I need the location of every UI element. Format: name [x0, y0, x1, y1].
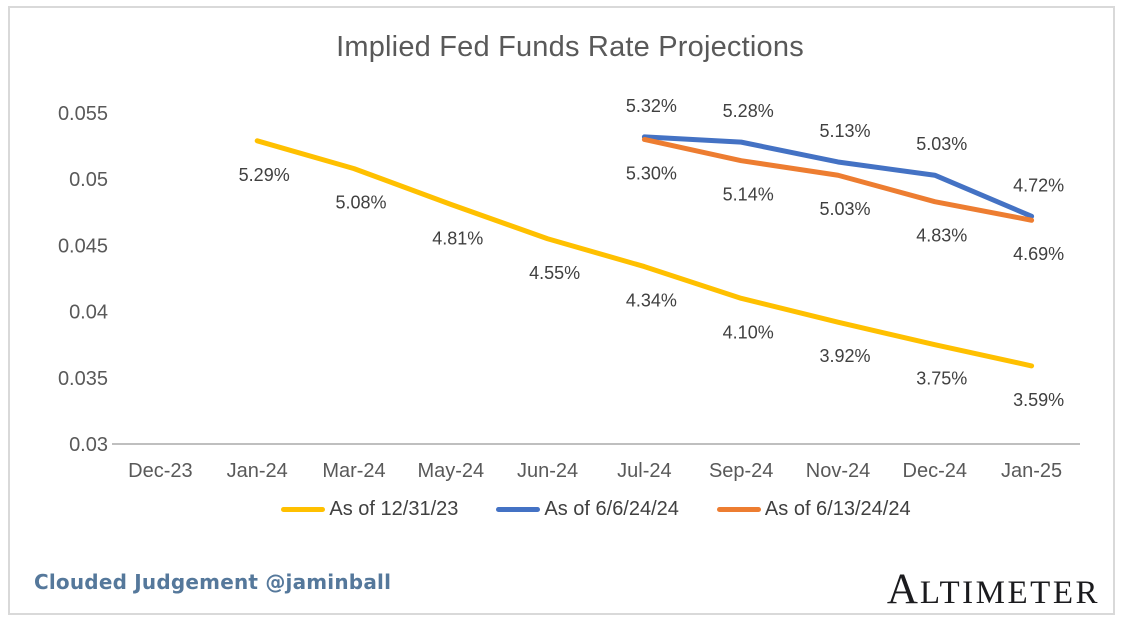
x-axis-tick-label: May-24 — [417, 460, 484, 482]
data-label: 5.28% — [723, 101, 774, 121]
x-axis-tick-label: Jul-24 — [617, 460, 671, 482]
data-label: 3.75% — [916, 369, 967, 389]
x-axis-tick-label: Dec-23 — [128, 460, 192, 482]
y-axis-tick-label: 0.04 — [69, 302, 108, 324]
chart-title: Implied Fed Funds Rate Projections — [336, 31, 804, 63]
legend-item: As of 6/6/24/24 — [496, 498, 679, 521]
data-label: 4.55% — [529, 263, 580, 283]
data-label: 4.10% — [723, 322, 774, 342]
y-axis-tick-label: 0.045 — [58, 235, 108, 257]
legend-item: As of 6/13/24/24 — [716, 497, 911, 521]
altimeter-logo: A LTIMETER — [887, 568, 1100, 611]
legend-label: As of 6/6/24/24 — [544, 497, 679, 520]
series-line-0 — [254, 138, 1035, 369]
x-axis-tick-label: Dec-24 — [903, 460, 967, 482]
y-axis-tick-label: 0.03 — [69, 434, 108, 456]
data-label: 5.30% — [626, 163, 677, 183]
chart-legend: As of 12/31/23 As of 6/6/24/24 As of 6/1… — [112, 496, 1080, 522]
data-label: 4.81% — [432, 228, 483, 248]
data-label: 5.14% — [723, 185, 774, 205]
logo-rest-letters: LTIMETER — [919, 575, 1100, 611]
legend-label: As of 12/31/23 — [329, 497, 459, 520]
data-label: 4.34% — [626, 291, 677, 311]
logo-first-letter: A — [886, 566, 920, 613]
x-axis-tick-label: Sep-24 — [709, 460, 774, 482]
data-label: 4.69% — [1013, 244, 1064, 264]
legend-label: As of 6/13/24/24 — [764, 497, 911, 520]
y-axis-tick-label: 0.055 — [58, 103, 108, 125]
data-label: 3.59% — [1013, 390, 1064, 410]
data-label: 4.83% — [916, 226, 967, 246]
x-axis-tick-label: Jan-24 — [227, 460, 288, 482]
x-axis-tick-label: Jan-25 — [1001, 460, 1062, 482]
data-label: 5.29% — [239, 165, 290, 185]
legend-item: As of 12/31/23 — [281, 498, 458, 521]
x-axis-tick-label: Jun-24 — [517, 460, 578, 482]
y-axis-tick-label: 0.05 — [69, 169, 108, 191]
y-axis-tick-label: 0.035 — [58, 368, 108, 390]
credit-text: Clouded Judgement @jaminball — [34, 570, 392, 594]
data-label: 5.03% — [819, 199, 870, 219]
data-label: 5.13% — [819, 121, 870, 141]
legend-swatch — [496, 506, 541, 512]
series-line-2 — [641, 136, 1035, 223]
legend-swatch — [716, 506, 761, 512]
chart-frame-border — [8, 6, 1115, 615]
legend-swatch — [281, 506, 326, 512]
x-axis-tick-label: Mar-24 — [322, 460, 385, 482]
x-axis-tick-label: Nov-24 — [806, 460, 870, 482]
data-label: 3.92% — [819, 346, 870, 366]
data-label: 5.08% — [335, 193, 386, 213]
series-line-1 — [641, 134, 1035, 219]
data-label: 4.72% — [1013, 175, 1064, 195]
data-label: 5.32% — [626, 96, 677, 116]
data-label: 5.03% — [916, 134, 967, 154]
